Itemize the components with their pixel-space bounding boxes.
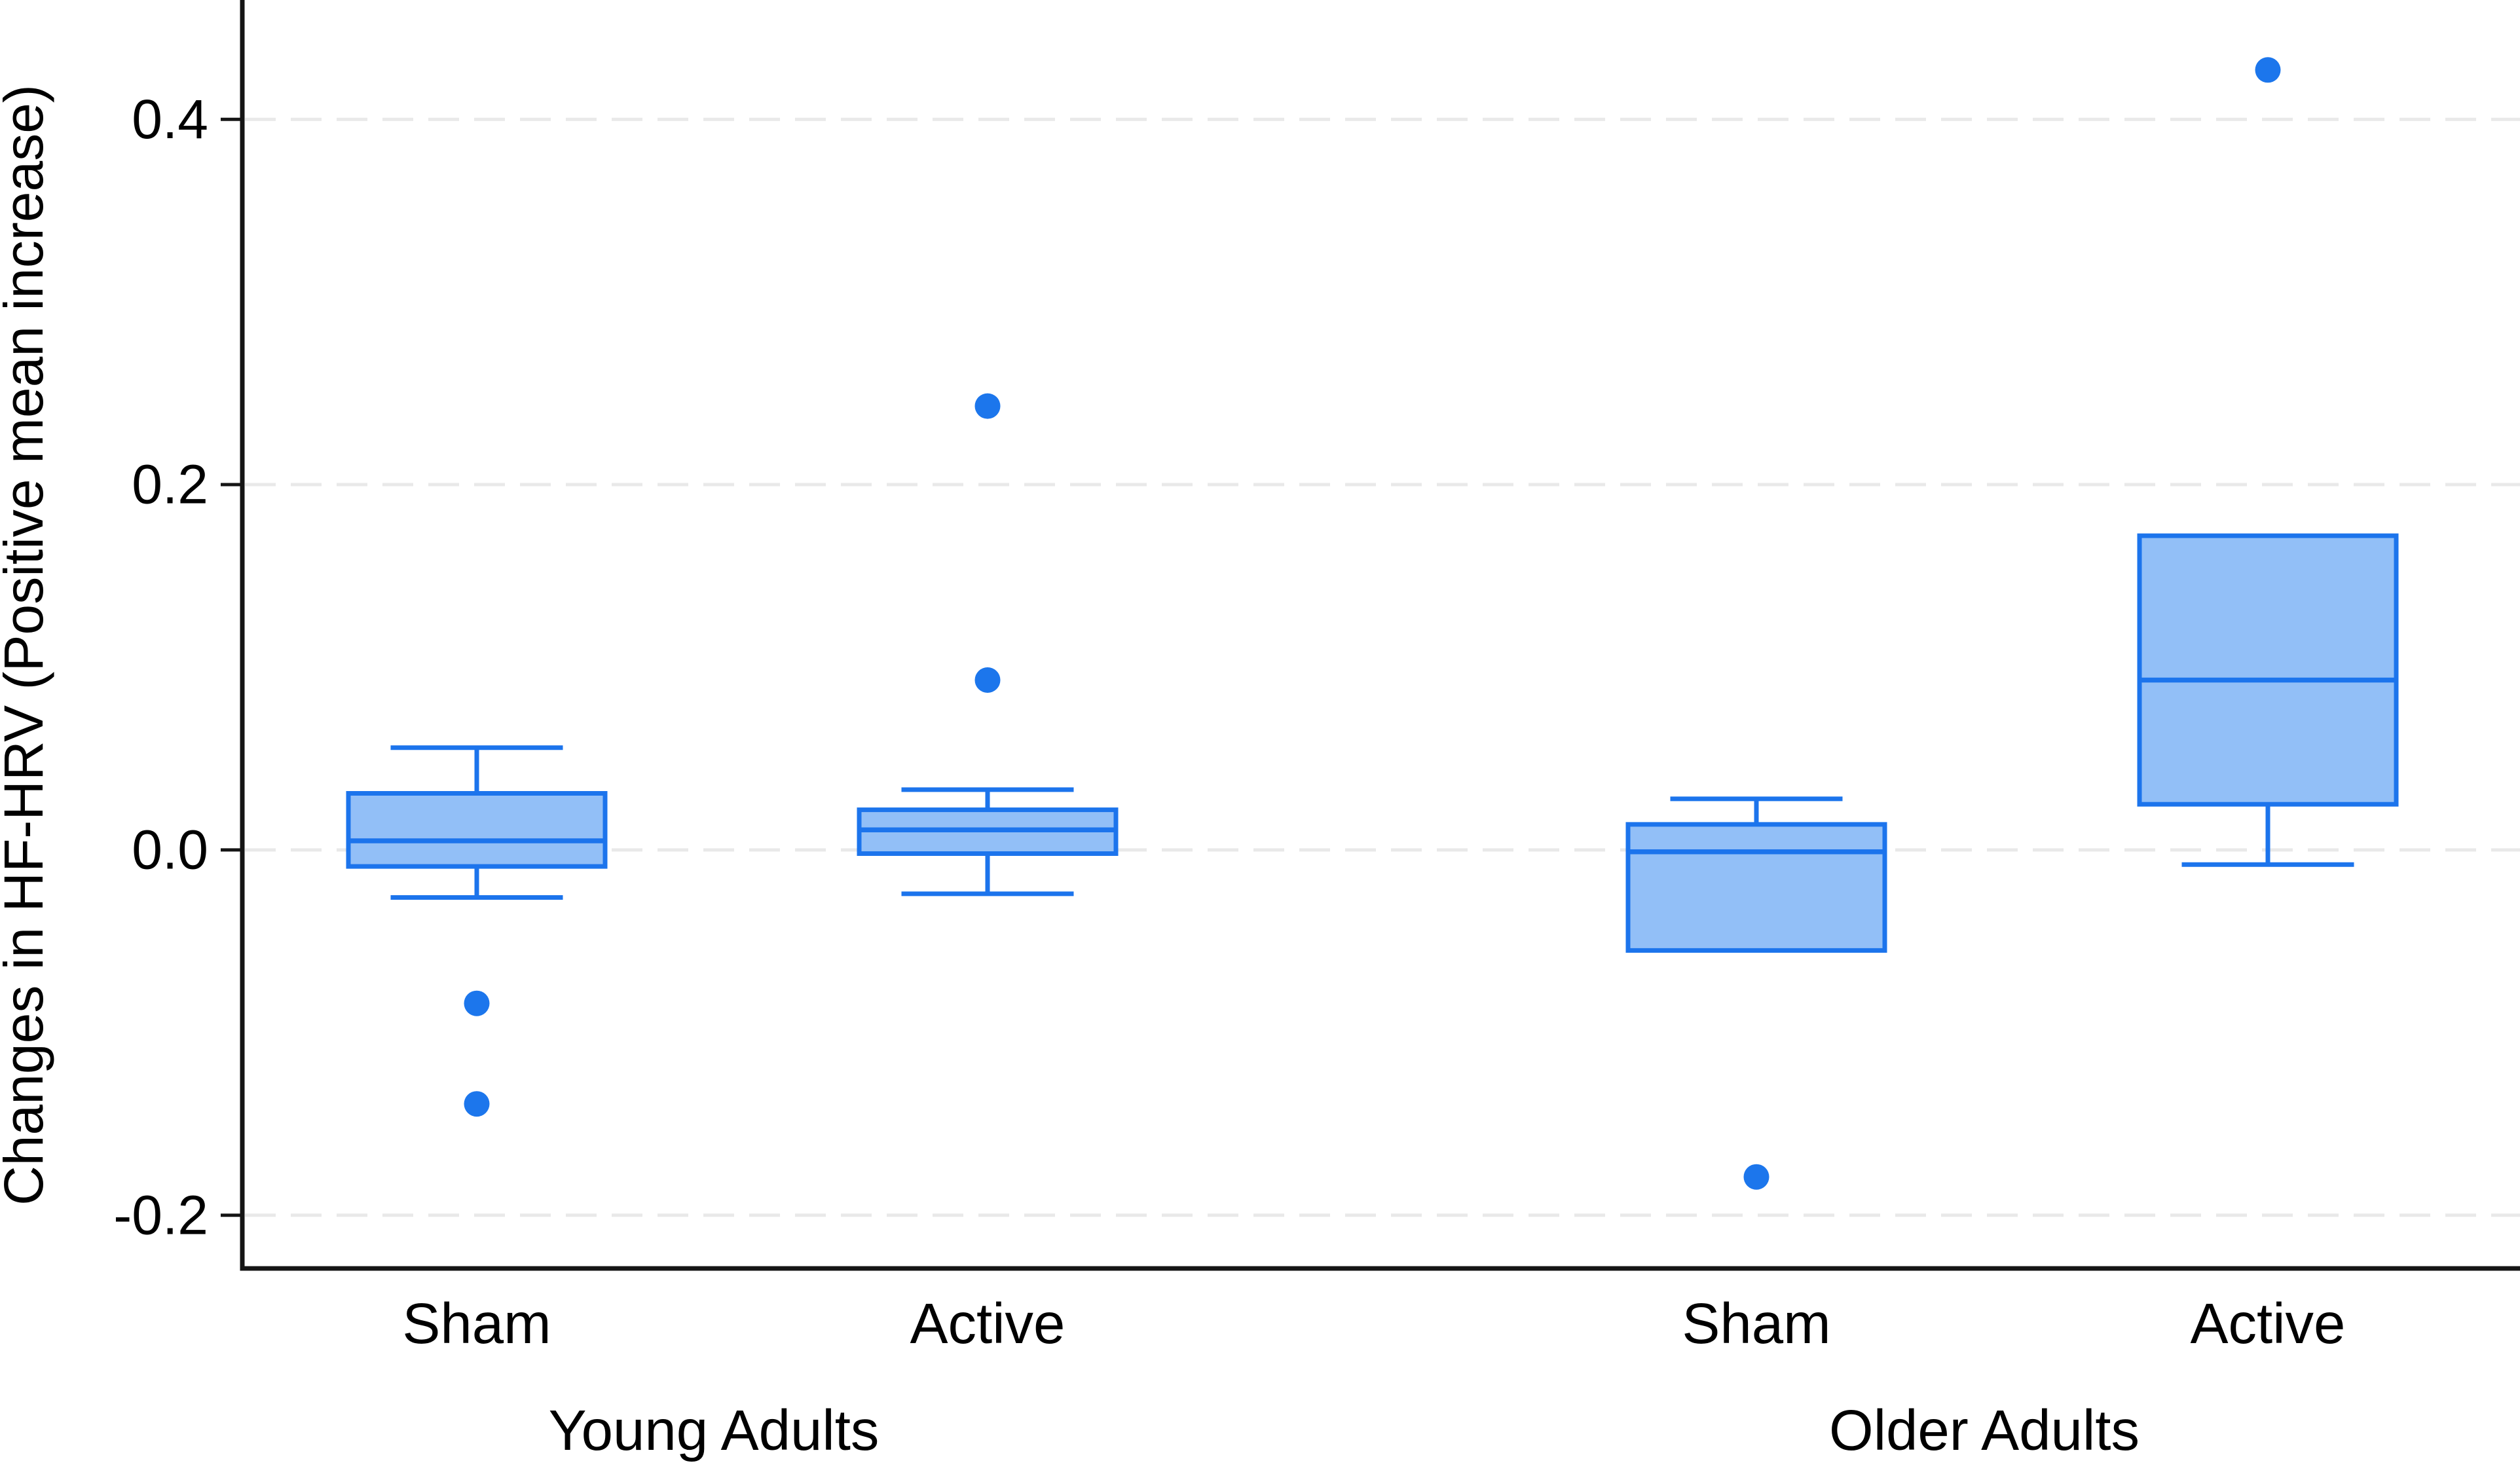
outlier-point-older-adults-sham xyxy=(1743,1164,1770,1190)
outlier-point-young-adults-active xyxy=(974,393,1001,419)
x-group-label-young-adults: Young Adults xyxy=(549,1399,880,1462)
outlier-point-young-adults-active xyxy=(974,667,1001,693)
outlier-point-young-adults-sham xyxy=(464,990,490,1016)
y-tick-label: 0.2 xyxy=(132,454,208,515)
box-young-adults-sham xyxy=(346,791,608,869)
outlier-point-older-adults-active xyxy=(2255,57,2281,83)
x-group-label-older-adults: Older Adults xyxy=(1829,1399,2140,1462)
box-older-adults-active xyxy=(2137,533,2399,807)
outlier-point-young-adults-sham xyxy=(464,1091,490,1117)
y-axis-title: Changes in HF-HRV (Positive mean increas… xyxy=(0,84,54,1206)
x-category-label-young-adults-sham: Sham xyxy=(402,1292,551,1356)
x-category-label-older-adults-active: Active xyxy=(2191,1292,2346,1356)
box-older-adults-sham xyxy=(1625,822,1887,953)
y-tick-label: -0.2 xyxy=(113,1184,208,1246)
y-tick-label: 0.0 xyxy=(132,819,208,880)
x-category-label-young-adults-active: Active xyxy=(910,1292,1065,1356)
x-category-label-older-adults-sham: Sham xyxy=(1682,1292,1830,1356)
y-tick-label: 0.4 xyxy=(132,88,208,150)
